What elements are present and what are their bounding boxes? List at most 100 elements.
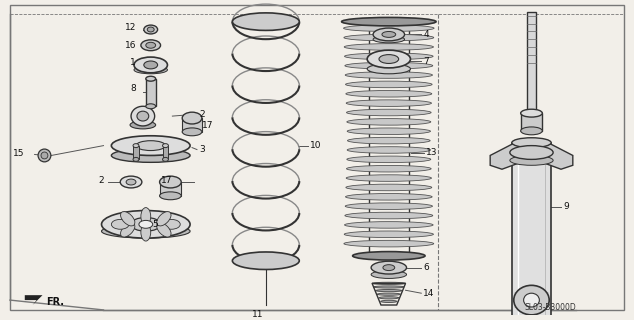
Text: 2: 2 [199, 110, 205, 119]
Bar [527, 12, 536, 113]
Text: 2: 2 [98, 176, 103, 185]
Bar [521, 113, 542, 131]
Ellipse shape [147, 27, 154, 32]
Ellipse shape [510, 146, 553, 159]
Ellipse shape [345, 203, 432, 210]
Polygon shape [490, 140, 521, 169]
Ellipse shape [101, 211, 190, 238]
Ellipse shape [146, 104, 155, 109]
Ellipse shape [344, 240, 434, 247]
Bar [162, 146, 169, 159]
Ellipse shape [347, 156, 431, 163]
Text: 4: 4 [424, 30, 429, 39]
Text: 17: 17 [161, 176, 172, 185]
Ellipse shape [347, 128, 430, 134]
Text: 14: 14 [424, 289, 435, 298]
Ellipse shape [342, 17, 436, 26]
Text: 10: 10 [310, 141, 321, 150]
Ellipse shape [38, 149, 51, 162]
Ellipse shape [379, 55, 399, 63]
Ellipse shape [141, 40, 160, 51]
Text: 13: 13 [426, 148, 437, 157]
Text: 15: 15 [13, 149, 25, 158]
Bar [514, 292, 549, 308]
Ellipse shape [347, 109, 431, 116]
Ellipse shape [41, 152, 48, 159]
Ellipse shape [347, 165, 431, 172]
Ellipse shape [133, 144, 139, 148]
Ellipse shape [344, 25, 434, 31]
Ellipse shape [146, 76, 155, 81]
Ellipse shape [345, 62, 433, 69]
Bar [182, 118, 202, 132]
Bar [160, 182, 181, 196]
Ellipse shape [134, 66, 167, 74]
Ellipse shape [136, 141, 165, 150]
Ellipse shape [344, 44, 434, 50]
Ellipse shape [374, 286, 404, 288]
Ellipse shape [162, 220, 180, 229]
Ellipse shape [162, 157, 169, 161]
Text: 9: 9 [563, 202, 569, 211]
Ellipse shape [383, 265, 395, 271]
Ellipse shape [371, 271, 406, 278]
Ellipse shape [126, 179, 136, 185]
Ellipse shape [372, 282, 406, 284]
Ellipse shape [347, 119, 431, 125]
Text: 6: 6 [424, 263, 429, 272]
Ellipse shape [112, 136, 190, 156]
Text: 12: 12 [125, 23, 136, 32]
Ellipse shape [182, 112, 202, 124]
Ellipse shape [346, 175, 432, 181]
Ellipse shape [131, 218, 160, 231]
Ellipse shape [346, 100, 432, 107]
Ellipse shape [144, 61, 158, 69]
Ellipse shape [182, 128, 202, 136]
Ellipse shape [160, 192, 181, 200]
Ellipse shape [521, 109, 542, 117]
Bar [133, 146, 139, 159]
Ellipse shape [367, 64, 410, 74]
Ellipse shape [344, 53, 433, 60]
Ellipse shape [382, 31, 396, 37]
Polygon shape [25, 295, 42, 305]
Text: 1: 1 [130, 59, 136, 68]
Ellipse shape [139, 220, 153, 228]
Ellipse shape [120, 223, 135, 237]
Ellipse shape [346, 81, 432, 88]
Text: SL03-B3000D: SL03-B3000D [524, 303, 576, 312]
Ellipse shape [345, 72, 432, 78]
Ellipse shape [514, 285, 549, 315]
Ellipse shape [157, 223, 171, 237]
Ellipse shape [233, 252, 299, 269]
Ellipse shape [137, 111, 149, 121]
Ellipse shape [134, 57, 167, 73]
Text: 17: 17 [202, 122, 214, 131]
Ellipse shape [157, 212, 171, 226]
Ellipse shape [344, 231, 434, 237]
Bar [146, 79, 155, 106]
Ellipse shape [373, 28, 404, 41]
Text: 7: 7 [424, 57, 429, 66]
Ellipse shape [346, 91, 432, 97]
Ellipse shape [120, 212, 135, 226]
Ellipse shape [524, 293, 540, 307]
Ellipse shape [120, 176, 142, 188]
Ellipse shape [373, 36, 404, 43]
Text: 16: 16 [124, 41, 136, 50]
Ellipse shape [141, 208, 151, 225]
Text: 5: 5 [152, 220, 158, 229]
Ellipse shape [141, 223, 151, 241]
Ellipse shape [112, 220, 129, 229]
Ellipse shape [130, 121, 155, 129]
Ellipse shape [510, 156, 553, 165]
Ellipse shape [353, 252, 425, 260]
Ellipse shape [133, 157, 139, 161]
Text: 11: 11 [252, 310, 264, 319]
Ellipse shape [512, 138, 551, 148]
Ellipse shape [371, 261, 406, 274]
Ellipse shape [347, 137, 430, 144]
Ellipse shape [101, 224, 190, 238]
Ellipse shape [367, 50, 410, 68]
Text: 3: 3 [199, 145, 205, 154]
